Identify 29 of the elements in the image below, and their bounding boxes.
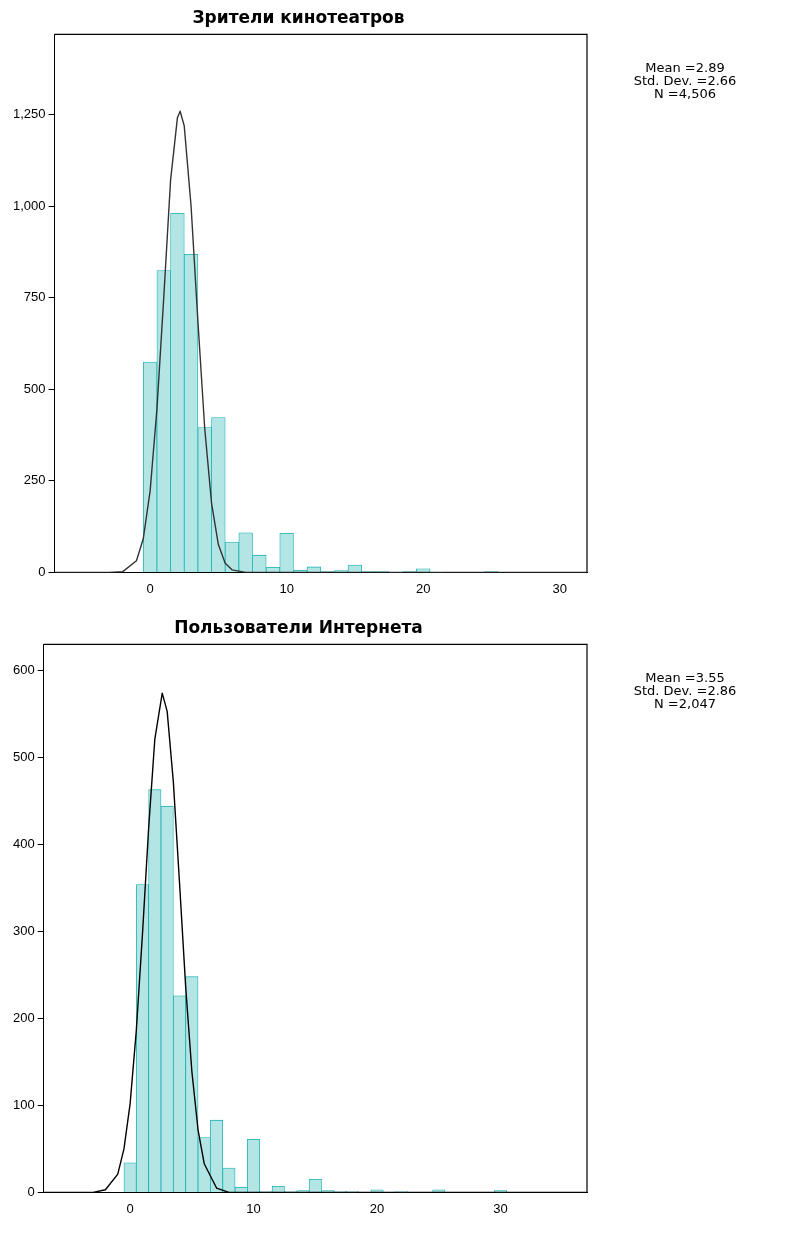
x-tick-label: 10 [246, 1200, 261, 1216]
x-tick-label: 30 [493, 1200, 508, 1216]
x-tick-label: 10 [279, 580, 294, 596]
text: Std. Dev. =2.86 [633, 683, 737, 699]
x-tick-label: 20 [415, 580, 431, 596]
x-tick-label: 0 [146, 580, 154, 596]
text: Mean =2.89 [645, 60, 725, 76]
text: N =4,506 [654, 86, 716, 102]
y-tick-label: 500 [23, 380, 46, 396]
y-tick-label: 600 [12, 662, 35, 678]
y-tick-label: 300 [12, 923, 35, 939]
y-tick-label: 250 [23, 472, 46, 488]
y-tick-label: 200 [12, 1010, 35, 1026]
text: N =2,047 [654, 696, 716, 712]
chart-title: Зрители кинотеатров [192, 6, 405, 27]
y-tick-label: 0 [27, 1183, 35, 1199]
x-tick-label: 20 [369, 1200, 385, 1216]
x-tick-label: 30 [552, 580, 567, 596]
y-tick-label: 100 [12, 1096, 35, 1112]
x-tick-label: 0 [126, 1200, 134, 1216]
y-tick-label: 400 [12, 836, 35, 852]
y-tick-label: 1,000 [12, 197, 46, 213]
y-tick-label: 1,250 [12, 106, 46, 122]
y-tick-label: 0 [38, 563, 46, 579]
text: Std. Dev. =2.66 [633, 73, 737, 89]
y-tick-label: 500 [12, 749, 35, 765]
chart-title: Пользователи Интернета [174, 616, 423, 637]
y-tick-label: 750 [23, 289, 46, 305]
text: Mean =3.55 [645, 670, 725, 686]
